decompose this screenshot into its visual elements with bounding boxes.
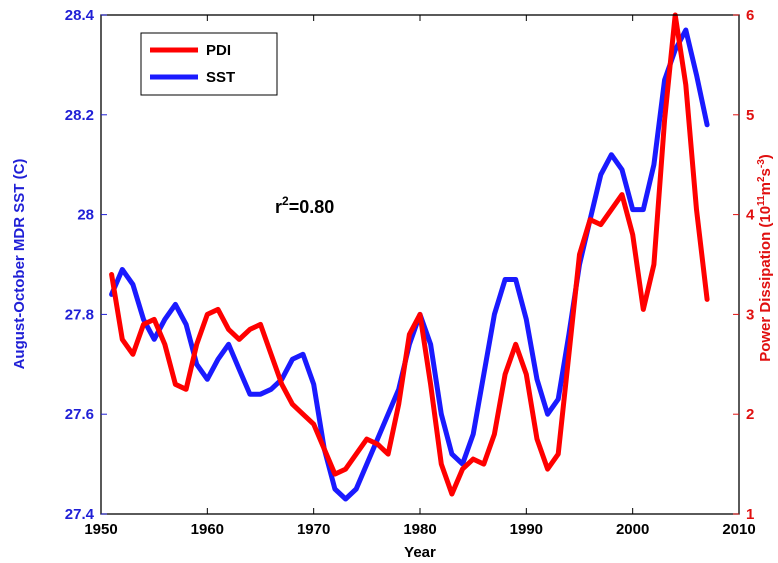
series-line-pdi: [109, 12, 710, 497]
right-tick-label: 3: [746, 306, 754, 323]
right-tick-label: 4: [746, 207, 755, 224]
x-axis-title: Year: [404, 544, 436, 561]
x-tick-label: 1960: [191, 521, 224, 538]
right-tick-label: 1: [746, 506, 754, 523]
right-tick-label: 6: [746, 7, 754, 24]
left-tick-label: 28.4: [65, 7, 95, 24]
x-tick-label: 2000: [616, 521, 649, 538]
series-line-sst: [109, 27, 710, 502]
right-tick-label: 2: [746, 406, 754, 423]
legend-label-sst: SST: [206, 69, 235, 86]
left-tick-label: 27.6: [65, 406, 94, 423]
left-tick-label: 28: [77, 207, 94, 224]
x-tick-label: 2010: [722, 521, 755, 538]
x-tick-label: 1990: [510, 521, 543, 538]
x-tick-label: 1980: [403, 521, 436, 538]
left-tick-label: 27.4: [65, 506, 95, 523]
legend: PDI SST: [140, 32, 278, 96]
left-axis-title: August-October MDR SST (C): [11, 159, 28, 370]
x-tick-label: 1950: [84, 521, 117, 538]
legend-label-pdi: PDI: [206, 42, 231, 59]
r-squared-annotation: r2=0.80: [275, 194, 334, 217]
right-axis-title: Power Dissipation (1011m2s-3): [756, 154, 774, 362]
left-tick-label: 28.2: [65, 107, 94, 124]
x-tick-label: 1970: [297, 521, 330, 538]
right-tick-label: 5: [746, 107, 754, 124]
left-tick-label: 27.8: [65, 306, 94, 323]
legend-box: [140, 32, 278, 96]
